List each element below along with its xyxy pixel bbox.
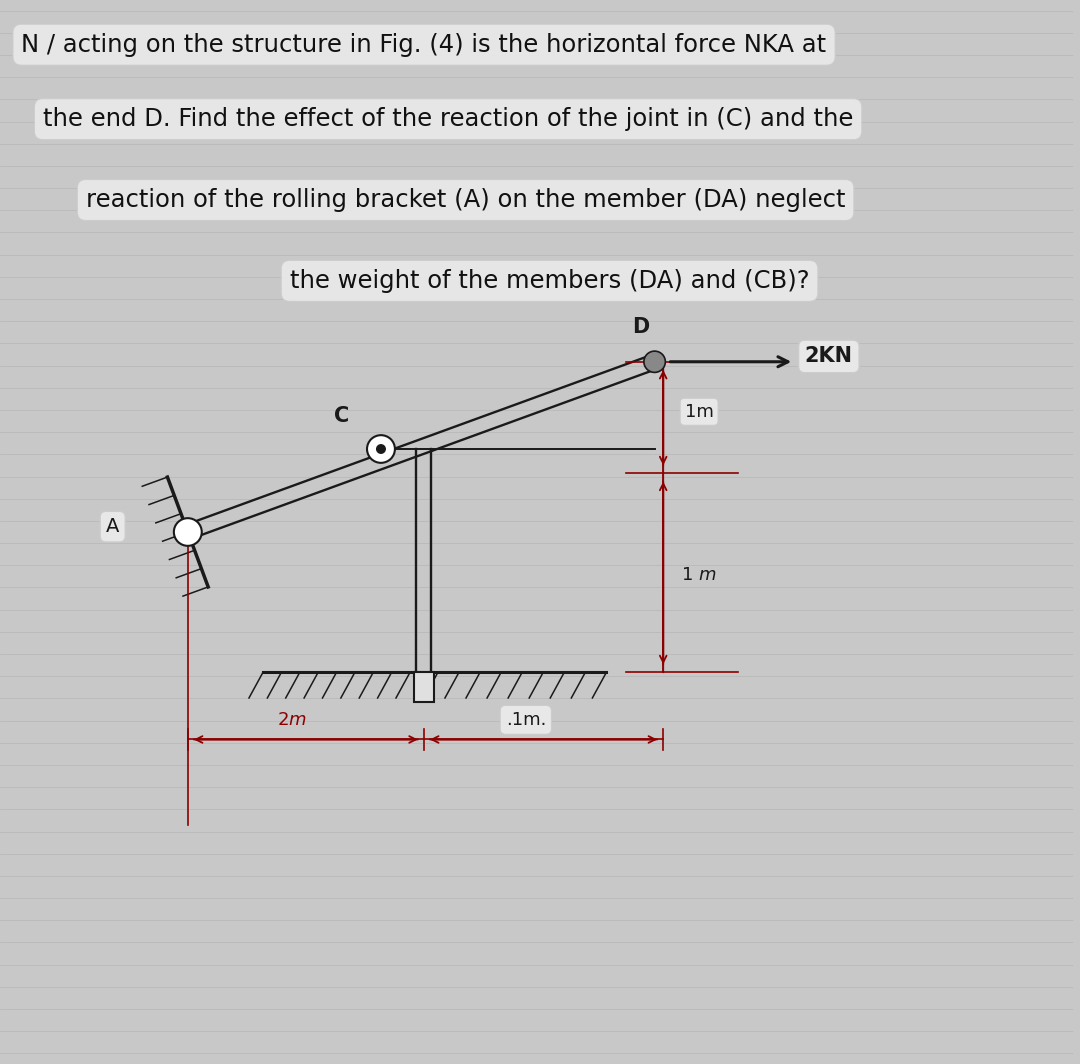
Circle shape	[377, 445, 386, 453]
Text: the weight of the members (DA) and (CB)?: the weight of the members (DA) and (CB)?	[289, 269, 809, 293]
Text: 1m: 1m	[685, 403, 714, 420]
Bar	[415, 672, 433, 702]
Text: reaction of the rolling bracket (A) on the member (DA) neglect: reaction of the rolling bracket (A) on t…	[85, 188, 846, 212]
Text: the end D. Find the effect of the reaction of the joint in (C) and the: the end D. Find the effect of the reacti…	[43, 107, 853, 131]
Circle shape	[367, 435, 395, 463]
Circle shape	[644, 351, 665, 372]
Text: D: D	[632, 317, 649, 337]
Text: C: C	[334, 405, 349, 426]
Text: $1\ m$: $1\ m$	[681, 566, 717, 583]
Text: A: A	[106, 517, 120, 536]
Circle shape	[174, 518, 202, 546]
Text: $2m$: $2m$	[278, 711, 307, 729]
Text: N / acting on the structure in Fig. (4) is the horizontal force NKA at: N / acting on the structure in Fig. (4) …	[22, 33, 826, 56]
Text: 2KN: 2KN	[805, 347, 853, 366]
Text: .1m.: .1m.	[505, 711, 546, 729]
